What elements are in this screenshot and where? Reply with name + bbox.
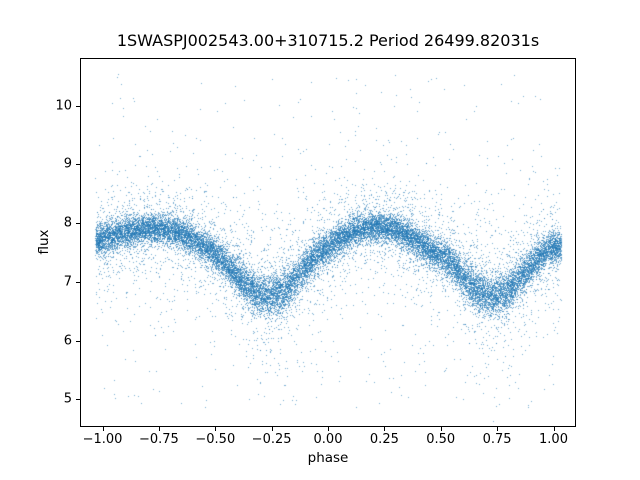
y-tick-mark	[76, 281, 80, 283]
x-tick-label: 0.75	[482, 432, 512, 447]
x-tick-mark	[553, 427, 555, 431]
y-tick-mark	[76, 223, 80, 225]
x-tick-label: −0.50	[195, 432, 236, 447]
x-tick-label: 1.00	[539, 432, 568, 447]
x-tick-mark	[102, 427, 104, 431]
x-tick-mark	[215, 427, 217, 431]
x-tick-mark	[328, 427, 329, 431]
x-tick-label: −0.25	[251, 432, 292, 447]
chart-title: 1SWASPJ002543.00+310715.2 Period 26499.8…	[116, 31, 540, 50]
y-tick-label: 7	[63, 274, 72, 290]
y-tick-mark	[76, 340, 80, 342]
x-axis-label: phase	[307, 450, 349, 466]
y-tick-mark	[76, 105, 80, 107]
x-tick-label: 0.00	[313, 432, 343, 447]
y-axis-label: flux	[36, 229, 52, 255]
x-tick-mark	[384, 427, 386, 431]
plot-frame	[80, 58, 576, 427]
x-tick-label: −1.00	[82, 432, 123, 447]
x-tick-label: 0.25	[369, 432, 399, 447]
y-tick-mark	[76, 399, 80, 401]
y-tick-label: 10	[55, 98, 72, 114]
x-tick-mark	[440, 427, 442, 431]
y-tick-label: 6	[63, 333, 72, 349]
y-tick-label: 5	[63, 391, 72, 407]
x-tick-mark	[497, 427, 499, 431]
x-tick-label: −0.75	[138, 432, 179, 447]
y-tick-label: 8	[63, 215, 72, 231]
x-tick-mark	[271, 427, 273, 431]
x-tick-mark	[158, 427, 160, 431]
scatter-data-points	[81, 59, 575, 426]
x-tick-label: 0.50	[426, 432, 456, 447]
y-tick-mark	[76, 164, 80, 166]
y-tick-label: 9	[63, 156, 72, 172]
